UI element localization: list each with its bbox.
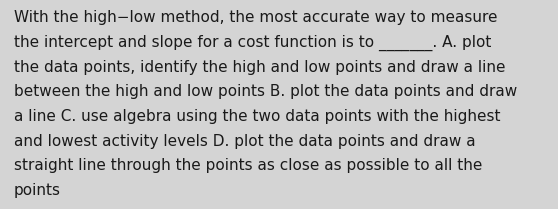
Text: the intercept and slope for a cost function is to _______. A. plot: the intercept and slope for a cost funct…	[14, 35, 492, 51]
Text: between the high and low points B. plot the data points and draw: between the high and low points B. plot …	[14, 84, 517, 99]
Text: With the high−low method, the most accurate way to measure: With the high−low method, the most accur…	[14, 10, 497, 25]
Text: points: points	[14, 183, 61, 198]
Text: a line C. use algebra using the two data points with the highest: a line C. use algebra using the two data…	[14, 109, 501, 124]
Text: and lowest activity levels D. plot the data points and draw a: and lowest activity levels D. plot the d…	[14, 134, 475, 149]
Text: the data points, identify the high and low points and draw a line: the data points, identify the high and l…	[14, 60, 506, 75]
Text: straight line through the points as close as possible to all the: straight line through the points as clos…	[14, 158, 482, 173]
